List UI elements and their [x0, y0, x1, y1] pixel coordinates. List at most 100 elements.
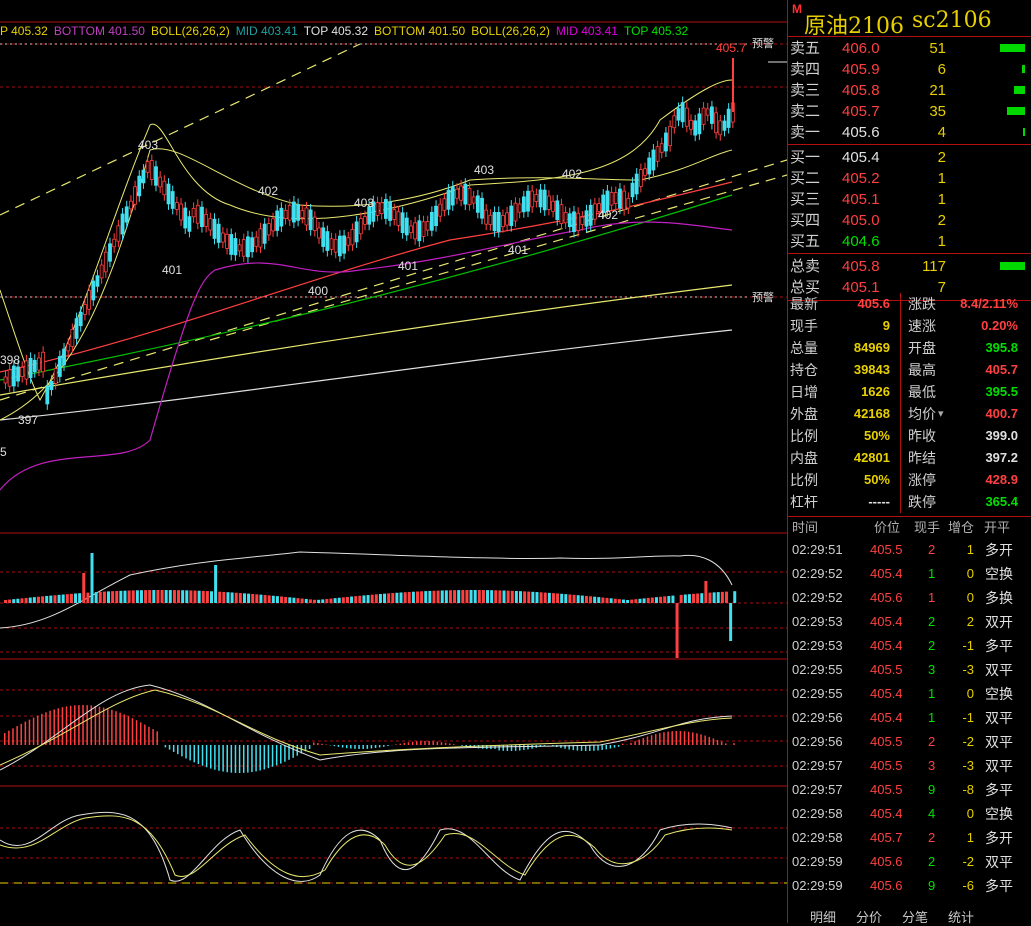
- ask-qty: 51: [916, 38, 946, 59]
- volume-bar: [78, 593, 81, 603]
- volume-bar: [53, 595, 56, 603]
- ask-volume-bar: [1022, 65, 1025, 73]
- volume-bar: [552, 593, 555, 603]
- macd-bar: [420, 741, 422, 745]
- macd-bar: [194, 745, 196, 762]
- volume-bar: [276, 596, 279, 603]
- candle: [464, 184, 467, 204]
- candle: [88, 291, 91, 310]
- tick-time: 02:29:56: [792, 730, 843, 754]
- tab-0[interactable]: 明细: [810, 907, 836, 926]
- tab-2[interactable]: 分笔: [902, 907, 928, 926]
- macd-bar: [115, 711, 117, 745]
- volume-bar: [486, 590, 489, 603]
- macd-bar: [395, 744, 397, 745]
- macd-bar: [404, 743, 406, 745]
- price-annotation: 398: [0, 353, 20, 367]
- stat-label: 现手: [790, 315, 818, 337]
- volume-bar: [523, 591, 526, 603]
- volume-bar: [535, 592, 538, 603]
- price-annotation: 401: [398, 259, 418, 273]
- kdj-d: [0, 816, 732, 877]
- candle: [556, 201, 559, 220]
- tick-time: 02:29:59: [792, 874, 843, 898]
- stat-divider: [900, 469, 901, 491]
- tick-time: 02:29:56: [792, 706, 843, 730]
- tick-oi: 1: [967, 538, 974, 562]
- candle: [359, 218, 362, 233]
- tick-price: 405.4: [870, 562, 903, 586]
- stat-value: 0.20%: [981, 315, 1018, 337]
- candle: [644, 169, 647, 176]
- stat-label: 跌停: [908, 491, 936, 513]
- m-badge[interactable]: M: [792, 2, 802, 16]
- volume-bar: [404, 592, 407, 603]
- candle: [593, 204, 596, 219]
- candle: [246, 237, 249, 257]
- candle: [702, 108, 705, 124]
- boll-top: [0, 149, 732, 420]
- macd-bar: [354, 745, 356, 749]
- candle: [472, 197, 475, 203]
- tab-1[interactable]: 分价: [856, 907, 882, 926]
- macd-bar: [321, 744, 323, 745]
- volume-bar: [173, 590, 176, 603]
- stat-value: 428.9: [985, 469, 1018, 491]
- volume-bar: [115, 591, 118, 603]
- volume-bar: [482, 590, 485, 603]
- tick-qty: 2: [928, 826, 935, 850]
- volume-bar: [408, 592, 411, 603]
- tick-oi: 0: [967, 562, 974, 586]
- tab-3[interactable]: 统计: [948, 907, 974, 926]
- bid-label: 买一: [790, 147, 820, 168]
- candle: [585, 211, 588, 226]
- candle: [422, 222, 425, 237]
- candle: [443, 199, 446, 210]
- candle: [159, 177, 162, 187]
- volume-bar: [91, 553, 94, 603]
- macd-bar: [527, 745, 529, 749]
- volume-bar: [33, 597, 36, 603]
- volume-bar: [297, 598, 300, 603]
- indicator-item: BOTTOM 401.50: [374, 24, 465, 38]
- macd-bar: [507, 745, 509, 751]
- bid-label: 买五: [790, 231, 820, 252]
- volume-bar: [684, 595, 687, 603]
- macd-bar: [647, 737, 649, 745]
- dropdown-arrow-icon[interactable]: ▾: [938, 403, 944, 425]
- candle: [485, 210, 488, 224]
- candle: [54, 369, 57, 384]
- volume-bar: [329, 599, 332, 603]
- macd-bar: [218, 745, 220, 771]
- volume-bar: [20, 598, 23, 603]
- volume-bar: [663, 596, 666, 603]
